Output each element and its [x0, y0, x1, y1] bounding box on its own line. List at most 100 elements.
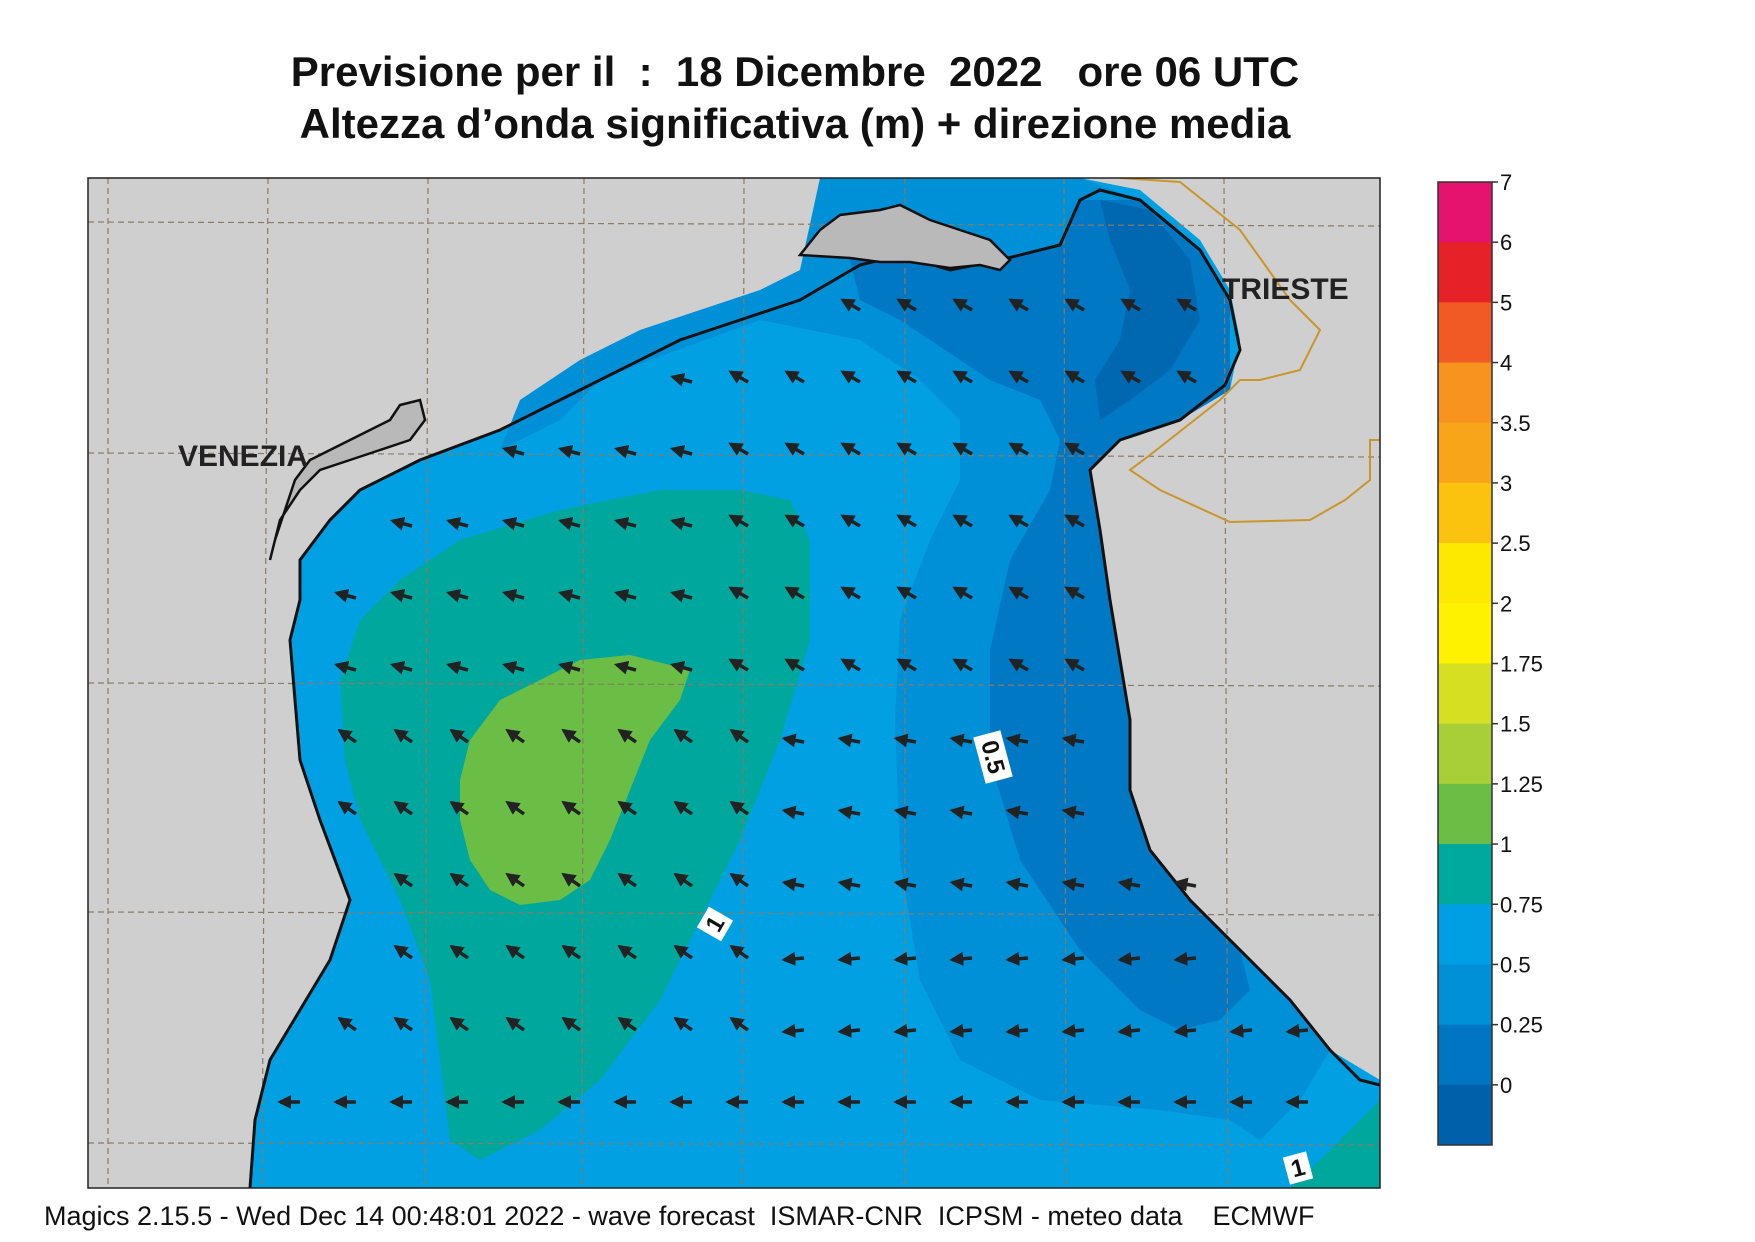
- wave-arrow: [1008, 586, 1029, 600]
- wave-arrow: [449, 944, 470, 960]
- wave-arrow: [1064, 370, 1085, 384]
- wave-arrow: [952, 514, 973, 528]
- wave-arrow: [729, 872, 750, 888]
- wave-arrow: [893, 877, 917, 892]
- wave-arrow: [837, 877, 861, 892]
- wave-arrow: [781, 733, 805, 748]
- wave-arrow: [837, 951, 861, 966]
- wave-arrow: [1008, 370, 1029, 384]
- wave-arrow: [1005, 877, 1029, 892]
- wave-arrow: [393, 944, 414, 960]
- legend-tick-label: 0: [1500, 1073, 1512, 1098]
- wave-arrow: [449, 800, 470, 816]
- wave-arrow: [445, 516, 469, 531]
- legend-swatch: [1438, 482, 1492, 544]
- wave-arrow: [949, 733, 973, 748]
- wave-arrow: [389, 660, 413, 675]
- legend-swatch: [1438, 663, 1492, 725]
- wave-arrow: [501, 660, 525, 675]
- wave-arrow: [617, 1016, 638, 1032]
- wave-arrow: [1117, 1023, 1141, 1038]
- wave-arrow: [840, 442, 861, 456]
- wave-arrow: [669, 516, 693, 531]
- wave-arrow: [669, 372, 693, 387]
- wave-arrow: [729, 800, 750, 816]
- wave-arrow: [613, 444, 637, 459]
- wave-arrow: [337, 1016, 358, 1032]
- wave-arrow: [337, 800, 358, 816]
- wave-arrow: [1064, 586, 1085, 600]
- legend-tick-label: 0.5: [1500, 952, 1531, 977]
- legend-tick-label: 0.25: [1500, 1013, 1543, 1038]
- wave-arrow: [505, 872, 526, 888]
- wave-arrow: [728, 658, 749, 672]
- wave-arrow: [1061, 877, 1085, 892]
- wave-arrow: [1120, 370, 1141, 384]
- legend-swatch: [1438, 182, 1492, 243]
- band-0: [1095, 200, 1200, 420]
- legend-swatch: [1438, 362, 1492, 424]
- wave-arrow: [389, 516, 413, 531]
- wave-arrow: [1173, 951, 1197, 966]
- wave-arrow: [1008, 442, 1029, 456]
- wave-arrow: [840, 370, 861, 384]
- wave-arrow: [784, 658, 805, 672]
- wave-arrow: [449, 872, 470, 888]
- wave-arrow: [784, 370, 805, 384]
- legend-tick-label: 3.5: [1500, 411, 1531, 436]
- band-1-corner: [1290, 1100, 1380, 1188]
- wave-arrow: [505, 944, 526, 960]
- wave-arrow: [449, 1016, 470, 1032]
- legend-tick-label: 1.25: [1500, 772, 1543, 797]
- wave-arrow: [837, 733, 861, 748]
- legend-tick-label: 5: [1500, 290, 1512, 315]
- map-frame: [87, 177, 1381, 1189]
- wave-arrow: [952, 298, 973, 312]
- wave-arrow: [617, 800, 638, 816]
- legend-swatch: [1438, 543, 1492, 604]
- wave-arrow: [505, 728, 526, 744]
- wave-arrow: [561, 1016, 582, 1032]
- border-line: [1119, 178, 1380, 524]
- wave-arrow: [393, 800, 414, 816]
- wave-arrow: [896, 442, 917, 456]
- wave-arrow: [781, 951, 805, 966]
- wave-arrow: [613, 516, 637, 531]
- legend-tick-label: 1.5: [1500, 712, 1531, 737]
- city-label-venezia: VENEZIA: [178, 440, 308, 473]
- wave-arrow: [949, 877, 973, 892]
- wave-arrow: [952, 370, 973, 384]
- wave-arrow: [445, 588, 469, 603]
- legend-tick-label: 6: [1500, 230, 1512, 255]
- wave-arrow: [893, 1023, 917, 1038]
- wave-arrow: [501, 516, 525, 531]
- wave-arrow: [893, 951, 917, 966]
- title-line-2: Altezza d’onda significativa (m) + direz…: [299, 100, 1291, 147]
- legend-swatch: [1438, 302, 1492, 364]
- wave-arrow: [673, 872, 694, 888]
- wave-arrow: [1176, 298, 1197, 312]
- wave-arrow: [673, 800, 694, 816]
- wave-arrow: [617, 728, 638, 744]
- wave-arrow: [1005, 805, 1029, 820]
- wave-arrow: [561, 728, 582, 744]
- legend-tick-label: 2.5: [1500, 531, 1531, 556]
- wave-arrow: [557, 516, 581, 531]
- wave-arrow: [1064, 298, 1085, 312]
- wave-arrow: [896, 586, 917, 600]
- wave-arrow: [333, 588, 357, 603]
- wave-arrow: [1064, 658, 1085, 672]
- wave-arrow: [896, 514, 917, 528]
- wave-arrow: [337, 728, 358, 744]
- wave-arrow: [1008, 658, 1029, 672]
- wave-arrow: [1061, 1023, 1085, 1038]
- wave-arrow: [896, 658, 917, 672]
- wave-arrow: [837, 1023, 861, 1038]
- wave-arrow: [729, 1016, 750, 1032]
- wave-arrow: [617, 872, 638, 888]
- wave-arrow: [501, 444, 525, 459]
- legend-swatch: [1438, 603, 1492, 664]
- wave-arrow: [1229, 1023, 1253, 1038]
- wave-arrow: [333, 660, 357, 675]
